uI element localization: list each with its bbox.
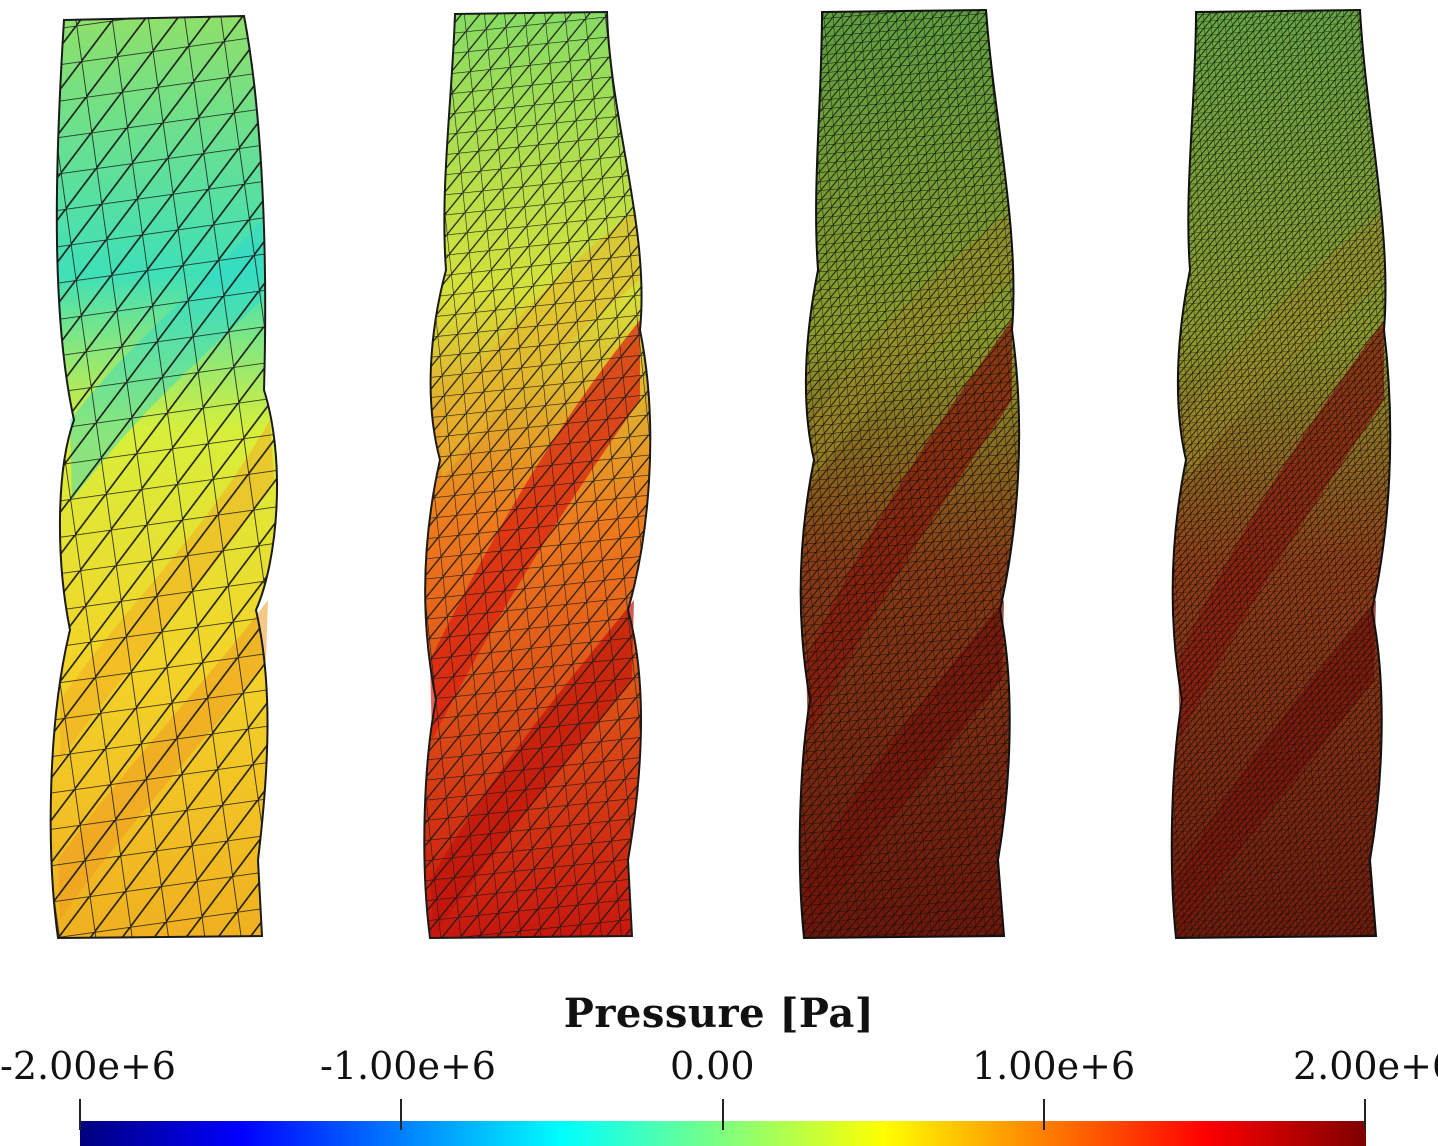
tick-label-neg-mid: -1.00e+6 <box>320 1044 496 1088</box>
tick-mark-neg-mid <box>400 1099 402 1130</box>
tick-label-pos-mid: 1.00e+6 <box>972 1044 1136 1088</box>
tick-mark-zero <box>722 1099 724 1130</box>
twisted-column-panel-2 <box>423 10 652 940</box>
tick-mark-pos-mid <box>1043 1099 1045 1130</box>
twisted-column-panel-1 <box>49 14 278 940</box>
tick-label-zero: 0.00 <box>670 1044 755 1088</box>
tick-label-max: 2.00e+6 <box>1293 1044 1438 1088</box>
tick-mark-max <box>1364 1099 1366 1130</box>
tick-label-min: -2.00e+6 <box>0 1044 176 1088</box>
twisted-column-panel-4 <box>1170 8 1392 940</box>
twisted-column-panel-3 <box>798 8 1021 940</box>
tick-mark-min <box>79 1099 81 1130</box>
legend-title: Pressure [Pa] <box>563 990 875 1037</box>
